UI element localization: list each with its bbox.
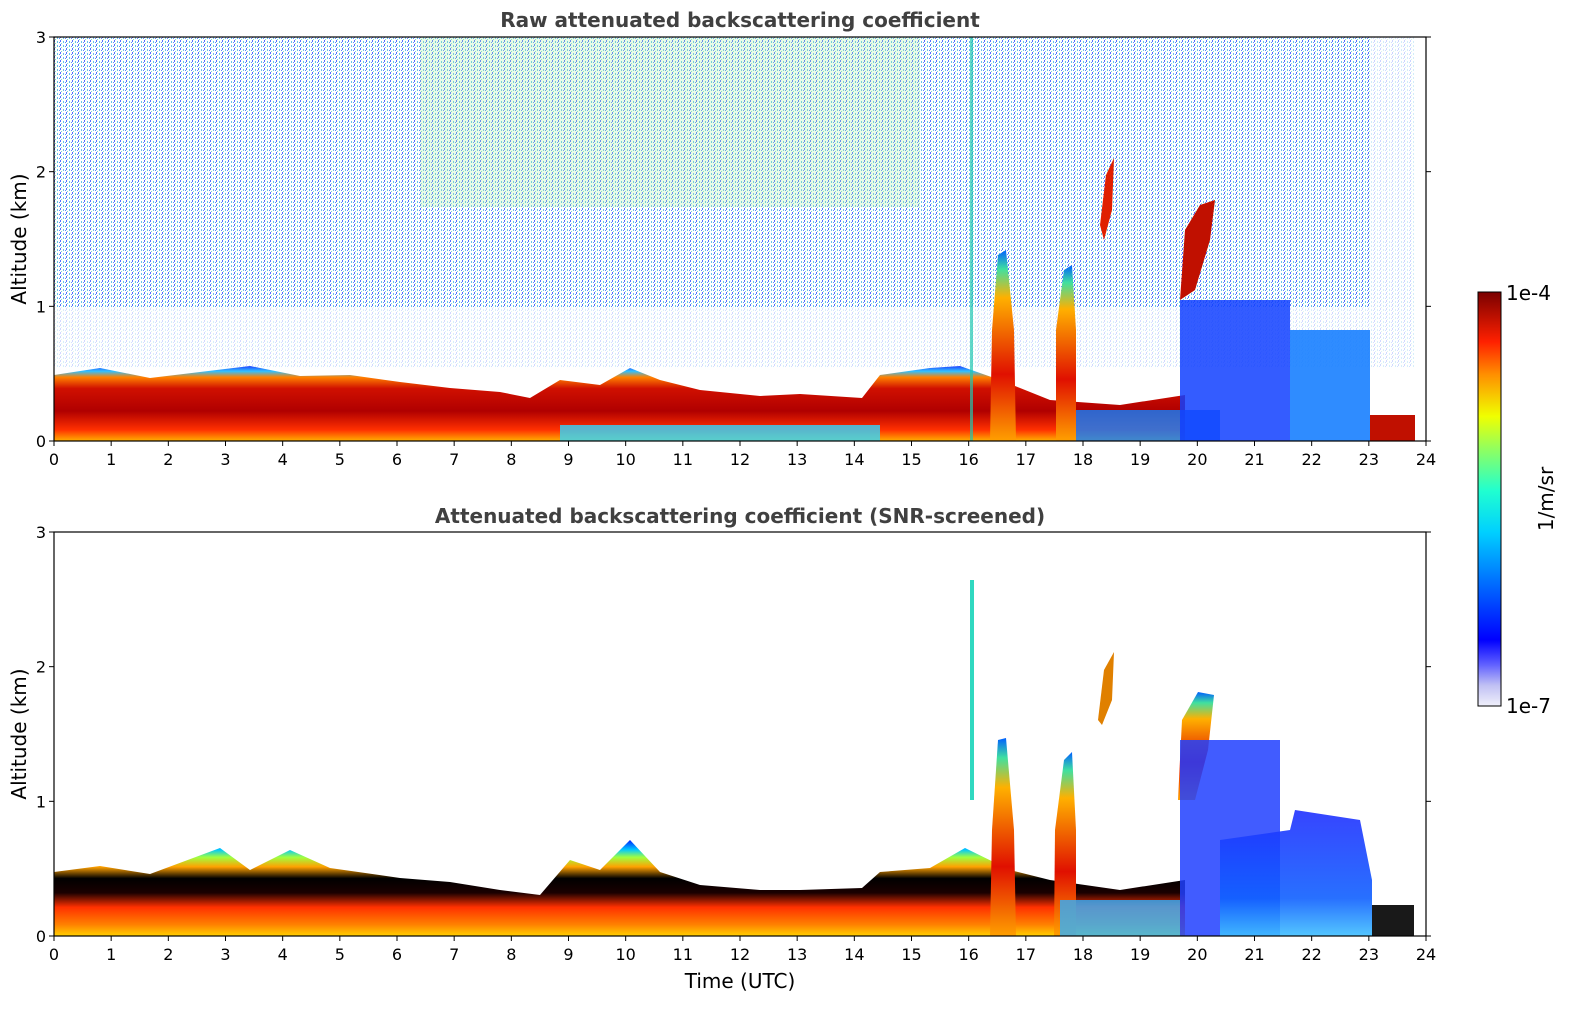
screened-xtick-label: 8 [506, 945, 516, 964]
screened-axes: 0 1 2 3 4 5 6 7 8 9 10 11 12 13 14 15 16 17 18 19 20 21 22 23 24… [36, 523, 1436, 964]
raw-ytick-label: 3 [36, 28, 46, 47]
raw-plume-20h [1180, 200, 1215, 300]
screened-boundary-layer [54, 840, 1185, 936]
raw-xtick-label: 0 [49, 450, 59, 469]
screened-panel: Attenuated backscattering coefficient (S… [7, 504, 1436, 993]
screened-xtick-label: 4 [278, 945, 288, 964]
raw-blue-region-b [1290, 330, 1370, 441]
screened-ytick-label: 2 [36, 658, 46, 677]
raw-ytick-label: 1 [36, 297, 46, 316]
raw-xtick-label: 20 [1187, 450, 1207, 469]
raw-xtick-label: 22 [1301, 450, 1321, 469]
raw-ylabel: Altitude (km) [7, 173, 31, 304]
screened-plume-18h [1098, 652, 1114, 725]
screened-xtick-label: 0 [49, 945, 59, 964]
screened-xtick-label: 15 [901, 945, 921, 964]
screened-xtick-label: 2 [163, 945, 173, 964]
raw-xtick-label: 15 [901, 450, 921, 469]
screened-plume-17h [1054, 752, 1076, 936]
screened-ytick-label: 0 [36, 927, 46, 946]
raw-noise-green [420, 37, 920, 207]
raw-xtick-label: 4 [278, 450, 288, 469]
raw-xtick-label: 12 [730, 450, 750, 469]
screened-xtick-label: 19 [1130, 945, 1150, 964]
screened-xtick-label: 23 [1359, 945, 1379, 964]
raw-ytick-label: 0 [36, 432, 46, 451]
raw-xtick-label: 2 [163, 450, 173, 469]
raw-streak-16h [970, 37, 973, 441]
screened-xtick-label: 21 [1244, 945, 1264, 964]
screened-xtick-label: 22 [1301, 945, 1321, 964]
raw-plume-17h [1056, 265, 1076, 441]
screened-xlabel: Time (UTC) [684, 969, 796, 993]
screened-xtick-label: 5 [335, 945, 345, 964]
raw-no-data [1415, 37, 1426, 441]
screened-layer-23h [1372, 905, 1414, 936]
raw-low-cyan [560, 425, 880, 441]
screened-xtick-label: 14 [844, 945, 864, 964]
raw-xtick-label: 7 [449, 450, 459, 469]
raw-xtick-label: 21 [1244, 450, 1264, 469]
screened-xtick-label: 10 [615, 945, 635, 964]
screened-xtick-label: 17 [1016, 945, 1036, 964]
screened-plume-16h [990, 738, 1016, 936]
screened-xtick-label: 7 [449, 945, 459, 964]
screened-xtick-label: 9 [563, 945, 573, 964]
raw-title: Raw attenuated backscattering coefficien… [500, 8, 980, 32]
colorbar-gradient [1477, 291, 1502, 707]
raw-xtick-label: 6 [392, 450, 402, 469]
raw-layer-23h [1370, 415, 1415, 441]
colorbar: 1e-4 1e-7 1/m/sr [1477, 281, 1558, 718]
raw-xtick-label: 8 [506, 450, 516, 469]
colorbar-min-label: 1e-7 [1506, 694, 1551, 718]
raw-xtick-label: 18 [1073, 450, 1093, 469]
screened-xtick-label: 12 [730, 945, 750, 964]
raw-xtick-label: 10 [615, 450, 635, 469]
screened-ylabel: Altitude (km) [7, 668, 31, 799]
raw-xtick-label: 17 [1016, 450, 1036, 469]
screened-xtick-label: 24 [1416, 945, 1436, 964]
raw-xtick-label: 16 [958, 450, 978, 469]
raw-xtick-label: 3 [220, 450, 230, 469]
screened-xtick-label: 6 [392, 945, 402, 964]
screened-xtick-label: 18 [1073, 945, 1093, 964]
colorbar-unit-label: 1/m/sr [1534, 466, 1558, 531]
raw-ytick-label: 2 [36, 163, 46, 182]
screened-streak-16h [970, 580, 974, 800]
screened-title: Attenuated backscattering coefficient (S… [435, 504, 1045, 528]
raw-xtick-label: 9 [563, 450, 573, 469]
raw-plume-16h [990, 250, 1016, 441]
raw-xtick-label: 19 [1130, 450, 1150, 469]
raw-xtick-label: 13 [787, 450, 807, 469]
raw-xtick-label: 24 [1416, 450, 1436, 469]
screened-xtick-label: 1 [106, 945, 116, 964]
screened-blue-base [1060, 900, 1180, 936]
screened-xtick-label: 13 [787, 945, 807, 964]
screened-heatmap [54, 580, 1414, 936]
raw-xtick-label: 5 [335, 450, 345, 469]
screened-xtick-label: 20 [1187, 945, 1207, 964]
raw-axes: 0 1 2 3 4 5 6 7 8 9 10 11 12 13 14 15 16 17 18 19 20 21 22 23 24… [36, 28, 1436, 469]
screened-blue-region-b [1220, 810, 1372, 936]
raw-boundary-layer [54, 366, 1185, 441]
raw-xtick-label: 23 [1359, 450, 1379, 469]
raw-plume-18h [1100, 158, 1114, 240]
raw-heatmap [54, 37, 1426, 441]
screened-xtick-label: 16 [958, 945, 978, 964]
raw-panel: Raw attenuated backscattering coefficien… [7, 8, 1436, 469]
raw-xtick-label: 11 [673, 450, 693, 469]
screened-ytick-label: 3 [36, 523, 46, 542]
screened-xtick-label: 11 [673, 945, 693, 964]
raw-noise-gap [1370, 37, 1415, 307]
screened-xtick-label: 3 [220, 945, 230, 964]
raw-xtick-label: 1 [106, 450, 116, 469]
colorbar-max-label: 1e-4 [1506, 281, 1551, 305]
raw-xtick-label: 14 [844, 450, 864, 469]
raw-blue-region-a [1180, 300, 1290, 441]
screened-ytick-label: 1 [36, 792, 46, 811]
